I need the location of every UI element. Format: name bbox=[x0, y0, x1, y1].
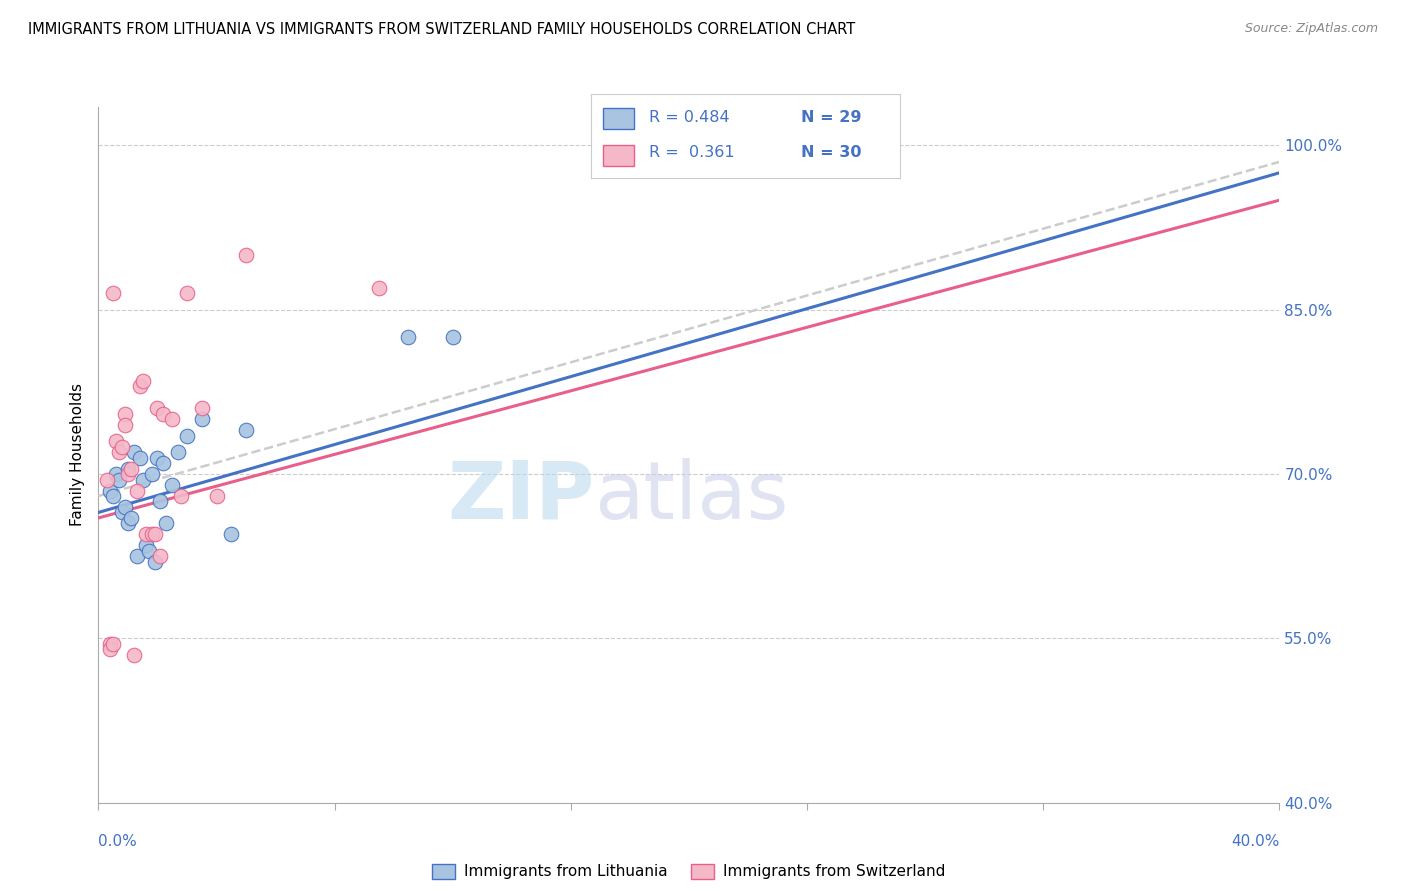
Text: 0.0%: 0.0% bbox=[98, 834, 138, 849]
Point bbox=[176, 429, 198, 443]
Point bbox=[141, 527, 163, 541]
Point bbox=[120, 511, 142, 525]
Point bbox=[114, 407, 136, 421]
Bar bbox=[603, 145, 634, 166]
Point bbox=[103, 637, 125, 651]
Point bbox=[678, 133, 700, 147]
Point bbox=[105, 467, 128, 481]
Point bbox=[114, 500, 136, 514]
Point bbox=[205, 489, 228, 503]
Point bbox=[114, 417, 136, 432]
Point bbox=[235, 248, 257, 262]
Text: N = 29: N = 29 bbox=[801, 110, 862, 125]
Point bbox=[176, 286, 198, 301]
Point bbox=[155, 516, 177, 531]
Point bbox=[143, 527, 166, 541]
Point bbox=[132, 473, 155, 487]
Point bbox=[152, 407, 174, 421]
Point bbox=[396, 330, 419, 344]
Text: R = 0.484: R = 0.484 bbox=[650, 110, 730, 125]
Point bbox=[162, 478, 183, 492]
Point bbox=[138, 543, 160, 558]
Text: IMMIGRANTS FROM LITHUANIA VS IMMIGRANTS FROM SWITZERLAND FAMILY HOUSEHOLDS CORRE: IMMIGRANTS FROM LITHUANIA VS IMMIGRANTS … bbox=[28, 22, 855, 37]
Point bbox=[235, 423, 257, 437]
Point bbox=[191, 401, 214, 416]
Point bbox=[120, 461, 142, 475]
Point bbox=[149, 494, 172, 508]
Point bbox=[135, 527, 157, 541]
Point bbox=[368, 281, 391, 295]
Point bbox=[96, 473, 118, 487]
Point bbox=[98, 483, 121, 498]
Text: atlas: atlas bbox=[595, 458, 789, 536]
Point bbox=[103, 489, 125, 503]
Point bbox=[98, 637, 121, 651]
Point bbox=[162, 412, 183, 426]
Point bbox=[146, 450, 169, 465]
Point bbox=[125, 483, 148, 498]
Point bbox=[441, 330, 464, 344]
Point bbox=[191, 412, 214, 426]
Point bbox=[98, 642, 121, 657]
Y-axis label: Family Households: Family Households bbox=[70, 384, 86, 526]
Point bbox=[141, 467, 163, 481]
Point bbox=[117, 516, 139, 531]
Point bbox=[105, 434, 128, 449]
Point bbox=[117, 461, 139, 475]
Point bbox=[128, 450, 150, 465]
Point bbox=[111, 505, 134, 519]
Point bbox=[103, 286, 125, 301]
Text: 40.0%: 40.0% bbox=[1232, 834, 1279, 849]
Bar bbox=[603, 108, 634, 129]
Point bbox=[143, 555, 166, 569]
Point bbox=[152, 456, 174, 470]
Point bbox=[122, 648, 145, 662]
Point bbox=[135, 538, 157, 552]
Point bbox=[128, 379, 150, 393]
Point bbox=[117, 467, 139, 481]
Text: Source: ZipAtlas.com: Source: ZipAtlas.com bbox=[1244, 22, 1378, 36]
Point bbox=[146, 401, 169, 416]
Legend: Immigrants from Lithuania, Immigrants from Switzerland: Immigrants from Lithuania, Immigrants fr… bbox=[426, 857, 952, 886]
Point bbox=[167, 445, 190, 459]
Text: R =  0.361: R = 0.361 bbox=[650, 145, 735, 161]
Text: N = 30: N = 30 bbox=[801, 145, 862, 161]
Point bbox=[132, 374, 155, 388]
Point bbox=[125, 549, 148, 564]
Point bbox=[111, 440, 134, 454]
Text: ZIP: ZIP bbox=[447, 458, 595, 536]
Point bbox=[108, 445, 131, 459]
Point bbox=[221, 527, 243, 541]
Point bbox=[149, 549, 172, 564]
Point bbox=[108, 473, 131, 487]
Point bbox=[122, 445, 145, 459]
Point bbox=[170, 489, 193, 503]
